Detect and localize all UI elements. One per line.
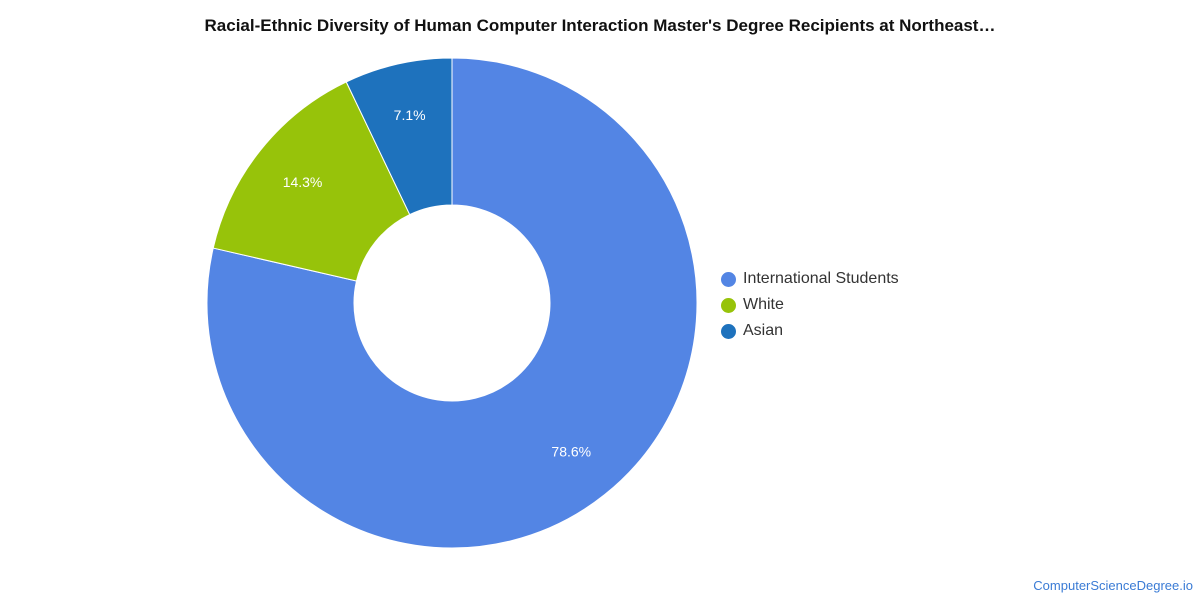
labels-group: 78.6% 14.3% 7.1%	[283, 107, 591, 460]
slice-label-white: 14.3%	[283, 174, 323, 190]
legend-item-white[interactable]: White	[721, 292, 899, 318]
legend-swatch-white	[721, 297, 736, 313]
watermark-link[interactable]: ComputerScienceDegree.io	[1033, 578, 1193, 593]
slice-label-international-students: 78.6%	[551, 444, 591, 460]
legend-swatch-asian	[721, 323, 736, 339]
legend: International Students White Asian	[721, 266, 899, 344]
slices-group	[206, 57, 698, 549]
legend-item-international-students[interactable]: International Students	[721, 266, 899, 292]
slice-international-students[interactable]	[206, 57, 698, 549]
legend-label: International Students	[743, 270, 899, 287]
slice-label-asian: 7.1%	[394, 107, 426, 123]
slice-asian[interactable]	[345, 57, 453, 216]
legend-item-asian[interactable]: Asian	[721, 318, 899, 344]
chart-title: Racial-Ethnic Diversity of Human Compute…	[204, 16, 996, 35]
legend-label: White	[743, 296, 784, 313]
legend-swatch-international-students	[721, 271, 736, 287]
legend-label: Asian	[743, 322, 784, 339]
slice-white[interactable]	[212, 81, 411, 282]
